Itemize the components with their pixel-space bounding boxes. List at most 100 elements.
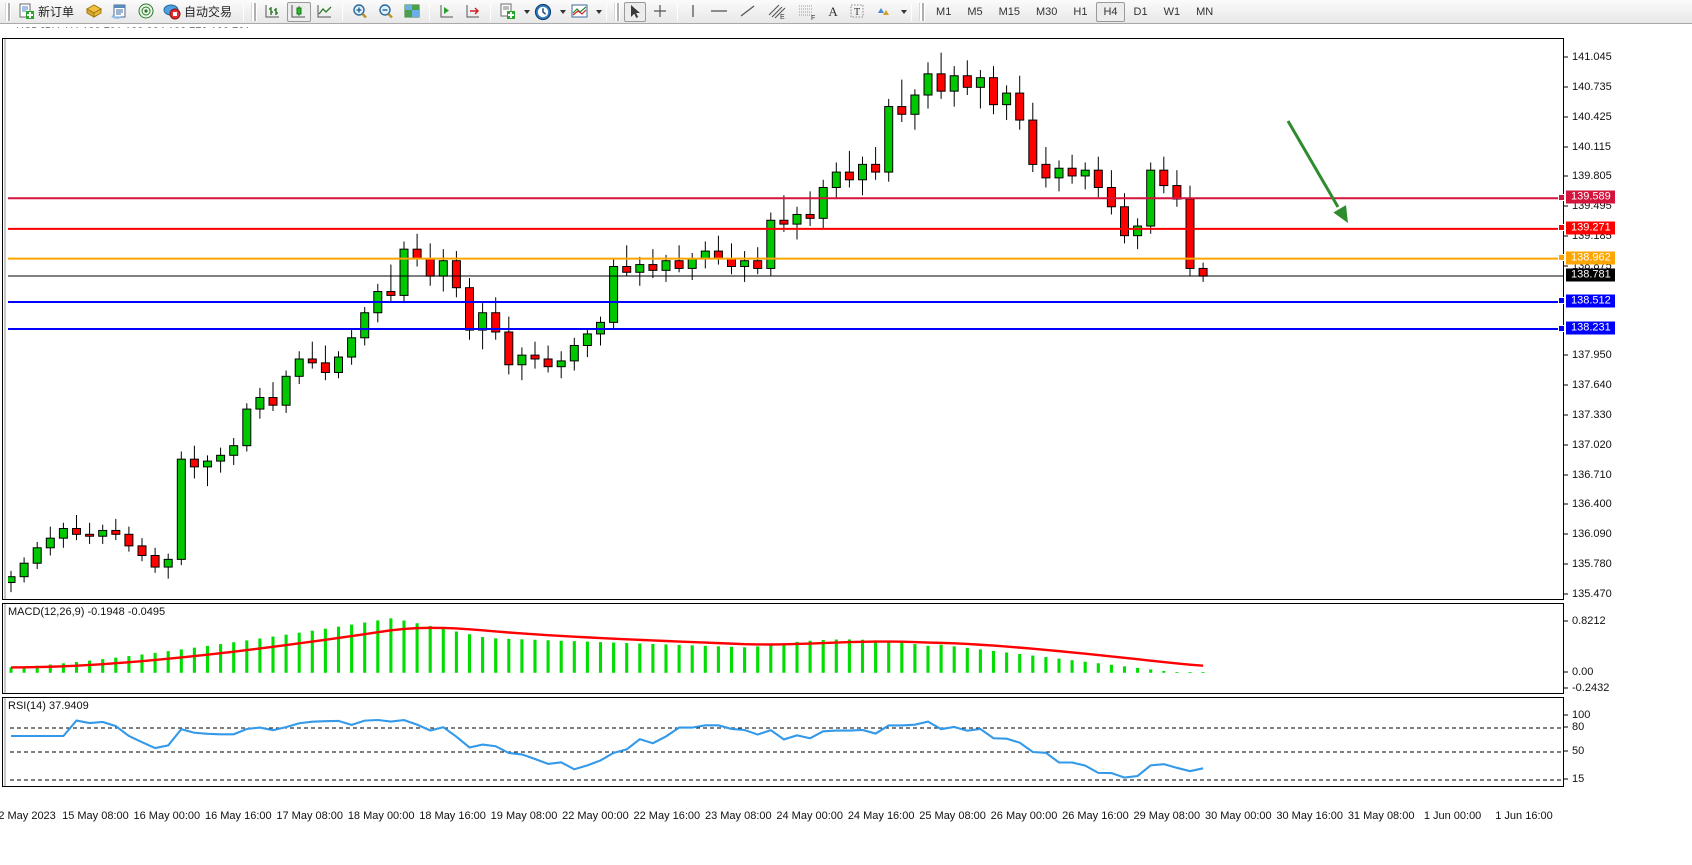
clock-icon [534, 3, 552, 20]
new-order-button[interactable]: 新订单 [15, 2, 80, 22]
price-tag-138.512[interactable]: 138.512 [1558, 294, 1615, 308]
macd-pane-scroll-grip[interactable] [3, 604, 8, 693]
crosshair-button[interactable] [648, 2, 672, 22]
equidistant-channel-button[interactable]: E [763, 2, 791, 22]
price-axis-tick: 137.020 [1572, 438, 1612, 451]
candlestick-chart-button[interactable] [287, 1, 312, 22]
price-tag-handle[interactable] [1558, 324, 1565, 332]
time-axis-tick: 22 May 00:00 [562, 810, 629, 822]
price-pane[interactable] [2, 38, 1564, 600]
time-axis-tick: 30 May 00:00 [1204, 810, 1272, 822]
new-order-icon [19, 3, 34, 19]
rsi-pane-scroll-grip[interactable] [3, 698, 8, 786]
auto-trading-icon [163, 4, 181, 20]
price-tag-handle[interactable] [1558, 297, 1565, 305]
timeframe-w1[interactable]: W1 [1163, 5, 1181, 18]
price-pane-scroll-grip[interactable] [3, 39, 8, 599]
price-axis[interactable]: 141.045 140.735 140.425 140.115 139.805 139.4… [1558, 38, 1690, 787]
objects-button[interactable] [871, 2, 897, 22]
vertical-line-button[interactable] [683, 2, 703, 22]
auto-scroll-button[interactable] [461, 2, 485, 22]
grid-view-icon [404, 4, 420, 18]
axis-tick-mark [1564, 235, 1568, 237]
data-window-button[interactable] [108, 2, 132, 22]
price-axis-tick: 139.805 [1572, 170, 1612, 183]
axis-tick-mark [1564, 726, 1568, 728]
time-axis-tick: 12 May 2023 [0, 810, 56, 822]
expert-advisor-button[interactable] [82, 2, 106, 22]
signals-button[interactable] [134, 2, 158, 22]
toolbar-separator-6 [677, 2, 679, 21]
price-tag-handle[interactable] [1558, 193, 1565, 201]
trendline-button[interactable] [735, 2, 761, 22]
price-tag-139.589[interactable]: 139.589 [1558, 190, 1615, 204]
macd-axis-min: -0.2432 [1572, 682, 1610, 694]
fibonacci-button[interactable]: F [793, 2, 821, 22]
expert-advisor-icon [86, 4, 103, 18]
templates-button[interactable] [567, 2, 592, 22]
auto-trading-label: 自动交易 [184, 5, 233, 19]
price-tag-handle[interactable] [1558, 224, 1565, 232]
horizontal-line-icon [711, 10, 728, 12]
horizontal-line-button[interactable] [705, 2, 733, 22]
timeframe-m1[interactable]: M1 [936, 5, 952, 18]
line-chart-button[interactable] [313, 2, 337, 22]
cursor-icon [631, 5, 641, 18]
time-axis-tick: 19 May 08:00 [490, 810, 558, 822]
rsi-pane[interactable]: RSI(14) 37.9409 [2, 697, 1564, 787]
price-axis-tick: 135.470 [1572, 588, 1612, 600]
timeframe-m30[interactable]: M30 [1036, 5, 1058, 18]
macd-pane[interactable]: MACD(12,26,9) -0.1948 -0.0495 [2, 603, 1564, 694]
zoom-in-button[interactable] [348, 2, 372, 22]
toolbar-grip-2[interactable] [251, 2, 258, 21]
text-icon: A [828, 3, 838, 19]
price-tag-handle[interactable] [1558, 254, 1565, 262]
toolbar-grip-4[interactable] [919, 2, 926, 21]
axis-tick-mark [1564, 671, 1568, 673]
rsi-line [11, 718, 1204, 779]
timeframe-mn[interactable]: MN [1196, 5, 1214, 18]
timeframe-h1[interactable]: H1 [1073, 5, 1088, 18]
timeframe-m15[interactable]: M15 [998, 5, 1020, 18]
timeframe-d1[interactable]: D1 [1133, 5, 1148, 18]
indicators-icon [500, 3, 516, 19]
market-watch-button[interactable] [400, 2, 424, 22]
text-label-button[interactable]: T [845, 2, 869, 22]
price-axis-tick: 136.710 [1572, 468, 1612, 481]
periods-dropdown-caret[interactable] [560, 9, 567, 14]
svg-text:T: T [854, 7, 860, 18]
trendline-icon [740, 5, 755, 17]
bar-chart-button[interactable] [261, 2, 285, 22]
price-tag-138.231[interactable]: 138.231 [1558, 321, 1615, 335]
timeframe-h4[interactable]: H4 [1096, 1, 1125, 22]
zoom-out-button[interactable] [374, 2, 398, 22]
axis-tick-mark [1564, 175, 1568, 177]
toolbar-grip[interactable] [5, 2, 11, 21]
macd-axis-max: 0.8212 [1572, 615, 1606, 627]
auto-scroll-icon [466, 5, 480, 18]
templates-dropdown-caret[interactable] [596, 9, 603, 14]
cursor-button[interactable] [624, 1, 647, 22]
price-tag-138.781[interactable]: 138.781 [1566, 268, 1615, 282]
axis-tick-mark [1564, 146, 1568, 148]
price-tag-138.962[interactable]: 138.962 [1558, 251, 1615, 265]
axis-tick-mark [1564, 620, 1568, 622]
indicators-button[interactable] [496, 2, 520, 22]
candlestick-icon [291, 5, 306, 18]
toolbar-separator-4 [490, 2, 492, 21]
axis-tick-mark [1564, 533, 1568, 535]
price-axis-tick: 140.735 [1572, 80, 1612, 93]
text-button[interactable]: A [823, 2, 843, 22]
toolbar-grip-3[interactable] [614, 2, 621, 21]
periods-button[interactable] [531, 2, 556, 22]
auto-trading-button[interactable]: 自动交易 [160, 2, 238, 22]
indicators-dropdown-caret[interactable] [524, 9, 531, 14]
axis-tick-mark [1564, 265, 1568, 267]
timeframe-m5[interactable]: M5 [967, 5, 983, 18]
rsi-axis-15: 15 [1572, 773, 1585, 785]
toolbar-separator-1 [243, 2, 245, 21]
objects-dropdown-caret[interactable] [901, 9, 908, 14]
price-tag-139.271[interactable]: 139.271 [1558, 221, 1615, 235]
chart-shift-button[interactable] [435, 2, 459, 22]
